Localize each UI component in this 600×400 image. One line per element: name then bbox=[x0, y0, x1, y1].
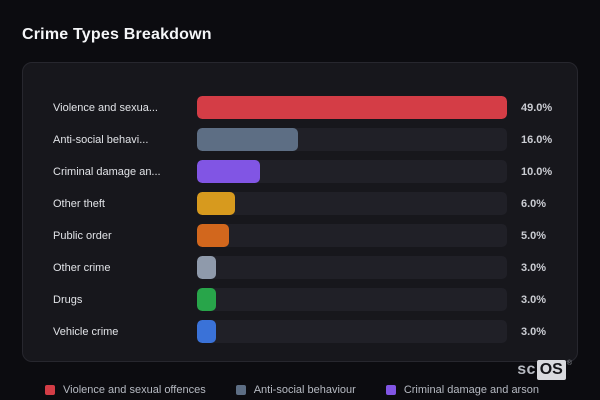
legend-swatch-icon bbox=[385, 385, 396, 395]
bar[interactable] bbox=[197, 192, 235, 215]
bar-value: 10.0% bbox=[521, 165, 553, 178]
bar-label: Drugs bbox=[53, 293, 83, 306]
bar-track bbox=[197, 320, 507, 343]
bar-label: Violence and sexua... bbox=[53, 101, 158, 114]
bar-row: Vehicle crime 3.0% bbox=[23, 320, 577, 343]
legend-label: Violence and sexual offences bbox=[63, 384, 206, 396]
chart-legend: Violence and sexual offences Anti-social … bbox=[45, 384, 539, 396]
legend-item[interactable]: Violence and sexual offences bbox=[45, 384, 206, 396]
bar-value: 3.0% bbox=[521, 293, 547, 306]
bar-track bbox=[197, 224, 507, 247]
bar-track bbox=[197, 128, 507, 151]
page-title: Crime Types Breakdown bbox=[22, 26, 212, 43]
bar-label: Criminal damage an... bbox=[53, 165, 161, 178]
bar[interactable] bbox=[197, 288, 216, 311]
bar[interactable] bbox=[197, 128, 299, 151]
bar-row: Other crime 3.0% bbox=[23, 256, 577, 279]
bar-row: Criminal damage an... 10.0% bbox=[23, 160, 577, 183]
legend-item[interactable]: Criminal damage and arson bbox=[385, 384, 539, 396]
bar-rows: Violence and sexua... 49.0% Anti-social be… bbox=[23, 96, 577, 352]
legend-label: Anti-social behaviour bbox=[253, 384, 356, 396]
bar[interactable] bbox=[197, 224, 229, 247]
bar[interactable] bbox=[197, 256, 216, 279]
bar[interactable] bbox=[197, 96, 507, 119]
bar-track bbox=[197, 160, 507, 183]
bar-track bbox=[197, 288, 507, 311]
bar-value: 3.0% bbox=[521, 325, 547, 338]
bar-value: 49.0% bbox=[521, 101, 553, 114]
bar-row: Anti-social behavi... 16.0% bbox=[23, 128, 577, 151]
bar-row: Drugs 3.0% bbox=[23, 288, 577, 311]
bar-value: 16.0% bbox=[521, 133, 553, 146]
bar[interactable] bbox=[197, 160, 261, 183]
bar-track bbox=[197, 192, 507, 215]
legend-item[interactable]: Anti-social behaviour bbox=[235, 384, 356, 396]
bar-label: Anti-social behavi... bbox=[53, 133, 149, 146]
scos-logo: sc OS ® bbox=[517, 360, 572, 380]
bar-row: Public order 5.0% bbox=[23, 224, 577, 247]
legend-swatch-icon bbox=[45, 385, 55, 395]
bar-label: Other crime bbox=[53, 261, 111, 274]
bar-label: Other theft bbox=[53, 197, 105, 210]
bar-value: 5.0% bbox=[521, 229, 547, 242]
bar[interactable] bbox=[197, 320, 216, 343]
bar-row: Other theft 6.0% bbox=[23, 192, 577, 215]
bar-label: Public order bbox=[53, 229, 112, 242]
bar-track bbox=[197, 256, 507, 279]
logo-suffix-text: OS bbox=[536, 360, 566, 380]
legend-swatch-icon bbox=[235, 385, 246, 395]
logo-prefix-text: sc bbox=[517, 361, 536, 378]
bar-value: 6.0% bbox=[521, 197, 547, 210]
bar-value: 3.0% bbox=[521, 261, 547, 274]
crime-types-chart-card: Violence and sexua... 49.0% Anti-social be… bbox=[22, 62, 578, 362]
legend-label: Criminal damage and arson bbox=[403, 384, 539, 396]
bar-row: Violence and sexua... 49.0% bbox=[23, 96, 577, 119]
registered-trademark-icon: ® bbox=[566, 360, 572, 367]
bar-track bbox=[197, 96, 507, 119]
bar-label: Vehicle crime bbox=[53, 325, 119, 338]
